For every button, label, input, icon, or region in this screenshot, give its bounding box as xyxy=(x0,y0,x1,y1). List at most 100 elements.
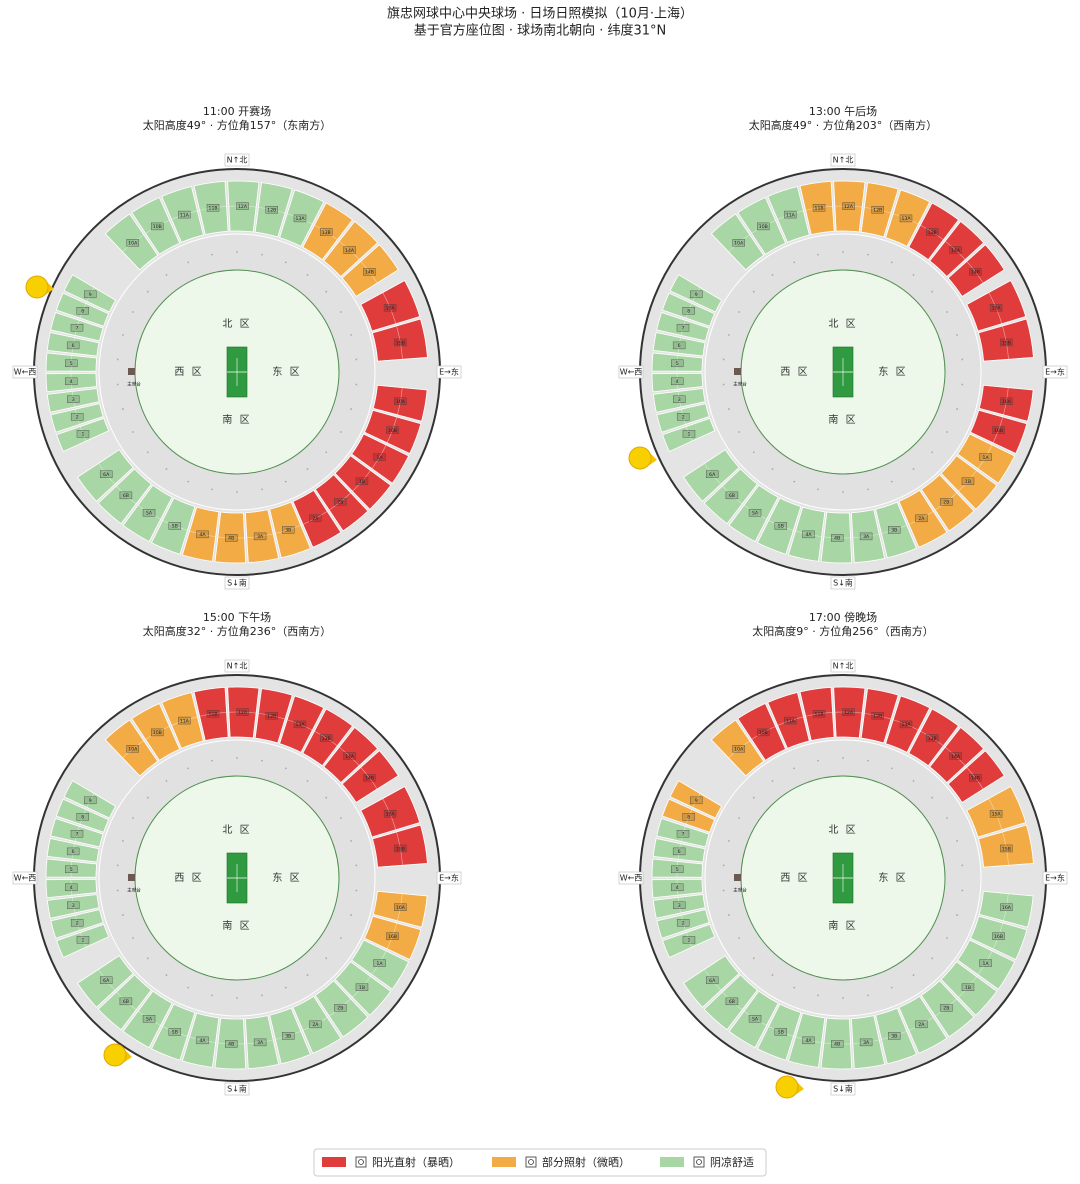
walkway-dot xyxy=(867,488,869,491)
section-tag xyxy=(1000,397,1013,406)
seat-row-line xyxy=(728,234,765,271)
seat-row-line xyxy=(79,923,110,948)
walkway-dot xyxy=(912,780,915,782)
walkway-dot xyxy=(867,759,869,762)
section-label: 7 xyxy=(76,832,79,838)
section-tag xyxy=(334,498,347,506)
walkway-dot xyxy=(261,994,263,997)
seat-row-line xyxy=(677,388,706,408)
walkway-dot xyxy=(890,480,893,483)
compass-label: S↓南 xyxy=(227,1084,247,1094)
seat-row-line xyxy=(71,388,100,408)
seat-row-line xyxy=(360,798,397,838)
walkway-dot xyxy=(738,311,740,313)
walkway-dot xyxy=(284,767,287,770)
section-label: 12B xyxy=(267,713,276,719)
section-tag xyxy=(151,222,164,231)
seat-row-line xyxy=(970,915,1004,950)
walkway-dot xyxy=(946,937,948,939)
section-tag xyxy=(319,228,333,236)
section-tag xyxy=(142,1015,156,1023)
section-tag xyxy=(225,534,238,542)
seat-row-line xyxy=(323,240,360,277)
seat-row-line xyxy=(162,1003,196,1037)
walkway-dot xyxy=(121,914,124,916)
section-tag xyxy=(265,711,278,720)
walkway-dot xyxy=(284,986,287,989)
seat-row-line xyxy=(692,793,723,819)
walkway-dot xyxy=(340,937,342,939)
section-tag xyxy=(871,711,884,720)
section-label: 1 xyxy=(687,432,690,438)
section-label: 10B xyxy=(153,224,162,230)
walkway-dot xyxy=(261,253,263,256)
walkway-dot xyxy=(132,431,134,433)
seat-row-line xyxy=(323,746,360,783)
section-label: 2B xyxy=(337,500,343,506)
walkway-dot xyxy=(912,468,915,470)
legend-label: 部分照射（微晒） xyxy=(542,1155,630,1169)
section-label: 4 xyxy=(676,379,679,385)
panel-subtitle: 太阳高度49° · 方位角157°（东南方） xyxy=(143,118,331,132)
seat-row-line xyxy=(751,219,787,255)
compass-label: W←西 xyxy=(14,874,37,883)
walkway-dot xyxy=(187,261,190,264)
walkway-dot xyxy=(340,817,342,819)
walkway-dot xyxy=(325,796,328,799)
zone-label: 西 区 xyxy=(780,366,809,378)
walkway-dot xyxy=(890,986,893,989)
section-label: 3 xyxy=(678,397,681,403)
section-label: 9 xyxy=(695,292,698,298)
seat-row-line xyxy=(71,843,100,863)
section-tag xyxy=(265,205,278,214)
seat-row-line xyxy=(245,1015,274,1045)
section-tag xyxy=(757,728,770,737)
section-label: 2B xyxy=(943,500,949,506)
sun-icon xyxy=(775,1075,799,1099)
section-label: 6B xyxy=(729,999,735,1005)
seat-row-line xyxy=(372,325,403,362)
seat-row-line xyxy=(680,909,710,931)
seat-row-line xyxy=(795,506,826,537)
zone-label: 南 区 xyxy=(828,919,857,932)
section-tag xyxy=(676,919,690,927)
walkway-dot xyxy=(165,274,168,276)
walkway-dot xyxy=(842,491,844,493)
walkway-dot xyxy=(842,757,844,759)
compass-box xyxy=(224,1082,250,1096)
section-tag xyxy=(309,514,322,523)
walkway-dot xyxy=(842,251,844,253)
section-label: 10B xyxy=(759,224,768,230)
section-label: 12B xyxy=(873,713,882,719)
seat-row-line xyxy=(162,497,196,531)
section-label: 8 xyxy=(687,815,690,821)
compass-box xyxy=(1042,365,1068,379)
section-label: 2A xyxy=(312,1022,319,1028)
section-label: 4B xyxy=(228,536,234,542)
box-label: 主席台 xyxy=(733,887,747,894)
section-tag xyxy=(682,813,695,821)
section-tag xyxy=(961,983,975,991)
section-tag xyxy=(394,903,407,912)
section-label: 13B xyxy=(322,230,331,236)
section-tag xyxy=(812,204,826,212)
seat-row-line xyxy=(978,325,1009,362)
section-tag xyxy=(70,830,84,838)
walkway-dot xyxy=(261,488,263,491)
compass-box xyxy=(1042,871,1068,885)
section-label: 1B xyxy=(359,985,365,991)
seat-row-line xyxy=(685,303,715,327)
walkway-dot xyxy=(793,261,796,264)
seat-row-line xyxy=(908,224,944,261)
seat-row-line xyxy=(145,219,181,255)
zone-label: 北 区 xyxy=(828,318,857,330)
section-tag xyxy=(225,1040,238,1048)
walkway-dot xyxy=(325,290,328,293)
section-label: 6A xyxy=(709,472,716,478)
section-tag xyxy=(293,214,307,223)
section-label: 4A xyxy=(805,532,812,538)
section-tag xyxy=(67,395,80,403)
box-label: 主席台 xyxy=(733,381,747,388)
